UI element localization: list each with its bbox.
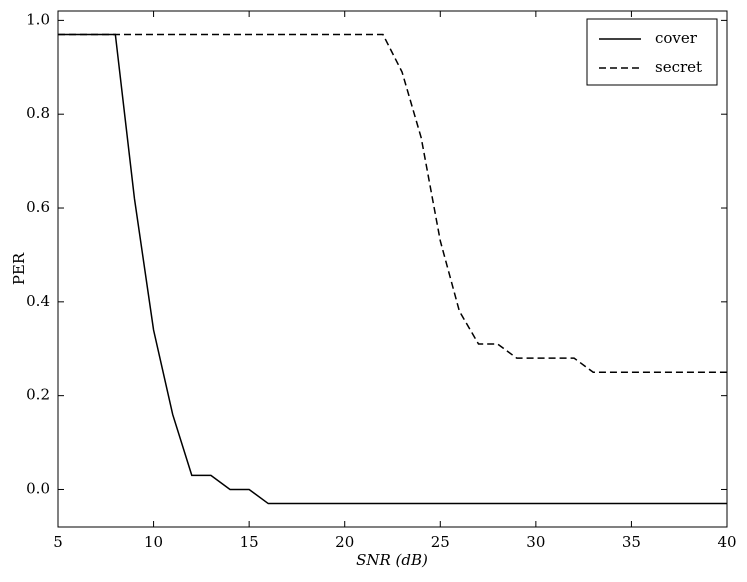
x-tick-label: 40	[717, 533, 736, 551]
x-tick-label: 20	[335, 533, 354, 551]
y-axis-label: PER	[10, 252, 28, 285]
x-axis-label: SNR (dB)	[356, 551, 428, 569]
x-tick-label: 30	[526, 533, 545, 551]
y-tick-label: 1.0	[26, 10, 50, 28]
x-tick-label: 5	[53, 533, 63, 551]
legend-label: secret	[655, 58, 702, 76]
x-tick-label: 25	[431, 533, 450, 551]
x-tick-label: 10	[144, 533, 163, 551]
legend-box	[586, 18, 718, 86]
y-tick-label: 0.0	[26, 479, 50, 497]
x-tick-label: 35	[622, 533, 641, 551]
line	[58, 33, 727, 373]
legend-label: cover	[655, 29, 698, 47]
plot-frame	[57, 10, 728, 528]
y-tick-label: 0.4	[26, 292, 50, 310]
line	[58, 33, 727, 505]
y-tick-label: 0.8	[26, 104, 50, 122]
x-tick-label: 15	[240, 533, 259, 551]
y-tick-label: 0.6	[26, 198, 50, 216]
y-tick-label: 0.2	[26, 386, 50, 404]
